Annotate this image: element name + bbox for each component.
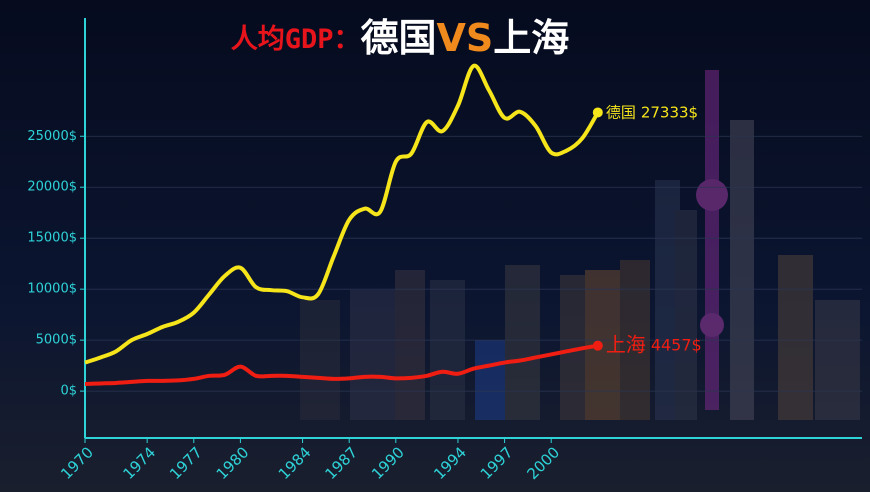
y-tick-label: 25000$: [27, 129, 77, 144]
y-tick-label: 5000$: [36, 333, 77, 348]
title-part: 人均GDP：: [231, 24, 361, 55]
title-part: 上海: [493, 16, 569, 60]
y-tick-label: 15000$: [27, 231, 77, 246]
series-line: [84, 343, 599, 386]
title-part: 德国: [360, 16, 436, 60]
chart-title: 人均GDP：德国VS上海: [231, 16, 570, 60]
series-name: 上海: [606, 332, 646, 356]
series-line: [84, 63, 600, 365]
y-tick-label: 10000$: [27, 282, 77, 297]
y-tick-label: 0$: [60, 384, 77, 399]
series-name: 德国: [606, 103, 636, 121]
y-tick-label: 20000$: [27, 180, 77, 195]
end-point: [592, 107, 603, 118]
value-label: 27333$: [641, 103, 698, 121]
series-label: 德国 27333$: [606, 103, 698, 121]
end-point: [592, 340, 603, 351]
series-label: 上海 4457$: [606, 332, 702, 356]
title-part: VS: [437, 16, 494, 60]
value-label: 4457$: [651, 335, 702, 354]
